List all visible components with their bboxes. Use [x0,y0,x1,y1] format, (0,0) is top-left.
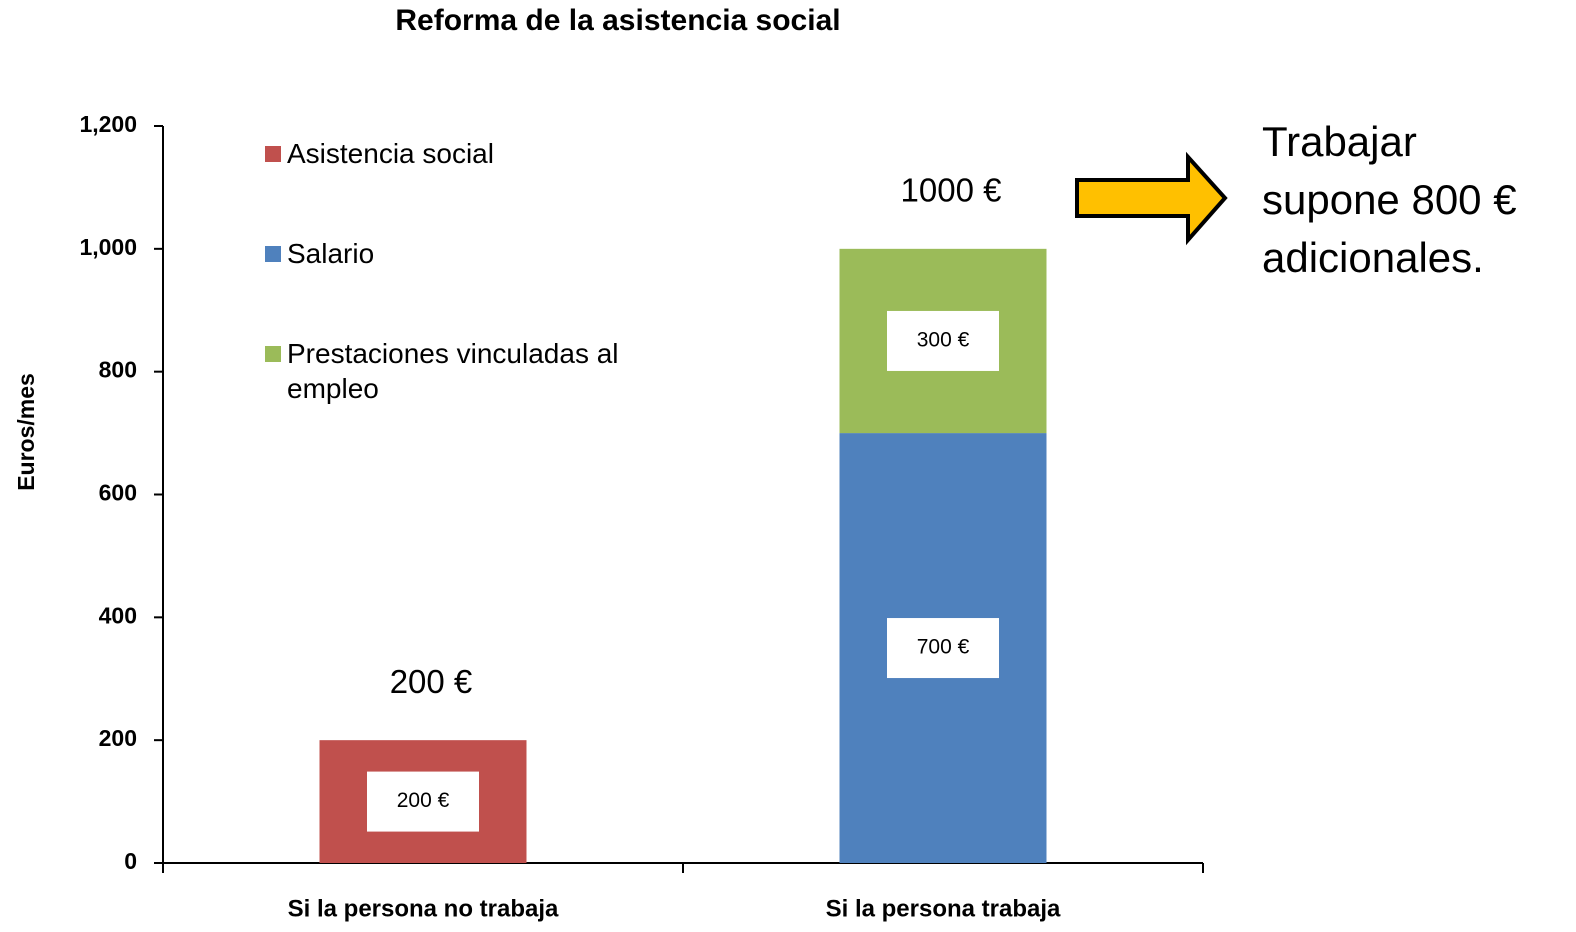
y-tick-label: 1,000 [79,234,137,260]
y-axis-label: Euros/mes [13,373,39,491]
y-tick-label: 200 [99,725,137,751]
value-label: 300 € [917,329,970,352]
annotation: supone 800 € [1262,176,1517,223]
y-tick-label: 800 [99,357,137,383]
annotation: Trabajar [1262,118,1417,165]
value-label-box [367,771,479,832]
total-label: 1000 € [901,172,1002,209]
value-label: 700 € [917,636,970,659]
y-tick-label: 0 [124,848,137,874]
value-label-box [887,618,999,679]
legend-label: Asistencia social [287,138,494,169]
x-tick-label: Si la persona trabaja [826,895,1061,922]
legend-label: Prestaciones vinculadas al empleo [287,338,619,404]
total-label: 200 € [390,663,473,700]
annotation: adicionales. [1262,234,1484,281]
value-label: 200 € [397,789,450,812]
y-tick-label: 400 [99,602,137,628]
arrow [1075,151,1228,246]
y-tick-label: 600 [99,480,137,506]
y-tick-label: 1,200 [79,111,137,137]
x-tick-label: Si la persona no trabaja [288,895,559,922]
chart-title: Reforma de la asistencia social [395,4,840,37]
value-label-box [887,310,999,371]
legend-swatch [265,346,281,362]
legend-label: Salario [287,238,375,269]
legend-swatch [265,246,281,262]
legend-swatch [265,146,281,162]
